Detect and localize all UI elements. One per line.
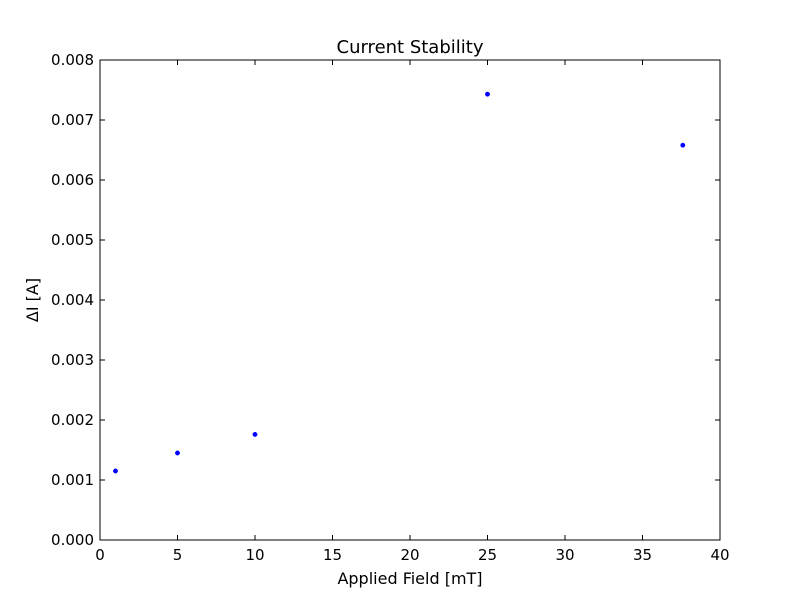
y-tick-label: 0.008 [51,51,94,69]
y-axis-ticks: 0.000 0.001 0.002 0.003 0.004 0.005 0.006 0.007… [51,51,720,549]
x-tick-label: 20 [400,546,419,564]
x-tick-label: 25 [478,546,497,564]
y-tick-label: 0.000 [51,531,94,549]
y-tick-label: 0.002 [51,411,94,429]
x-tick-label: 30 [555,546,574,564]
y-tick-label: 0.007 [51,111,94,129]
plot-frame [99,59,721,541]
x-axis-ticks: 0 5 10 15 20 25 30 35 40 [95,60,730,564]
data-point [680,142,686,148]
x-tick-label: 0 [95,546,105,564]
data-point [252,431,258,437]
axes-frame [99,59,721,541]
x-tick-label: 40 [710,546,729,564]
data-point [175,450,180,456]
data-point [485,91,490,97]
y-tick-label: 0.004 [51,291,94,309]
chart-title: Current Stability [337,37,484,58]
y-tick-label: 0.005 [51,231,94,249]
x-tick-label: 15 [323,546,342,564]
data-point [113,468,118,474]
y-tick-label: 0.001 [51,471,94,489]
scatter-points [113,91,686,474]
y-axis-title: ΔI [A] [23,278,42,322]
x-tick-label: 35 [633,546,652,564]
x-axis-title: Applied Field [mT] [337,569,482,588]
x-tick-label: 5 [173,546,183,564]
x-tick-label: 10 [245,546,264,564]
y-tick-label: 0.003 [51,351,94,369]
y-tick-label: 0.006 [51,171,94,189]
